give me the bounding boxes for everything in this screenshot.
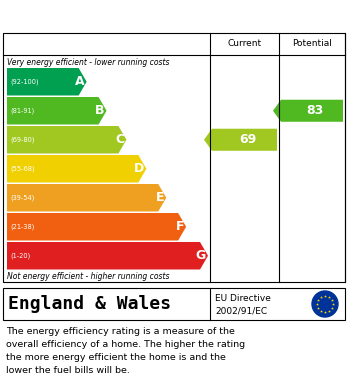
Text: Very energy efficient - lower running costs: Very energy efficient - lower running co… (7, 58, 169, 67)
Polygon shape (7, 213, 186, 240)
Polygon shape (7, 155, 147, 183)
Text: F: F (176, 220, 184, 233)
Polygon shape (7, 97, 106, 124)
Text: G: G (196, 249, 206, 262)
Text: (92-100): (92-100) (10, 79, 39, 85)
Polygon shape (204, 129, 277, 151)
Text: England & Wales: England & Wales (8, 295, 171, 313)
Text: Potential: Potential (292, 39, 332, 48)
Text: (39-54): (39-54) (10, 194, 34, 201)
Text: (21-38): (21-38) (10, 224, 34, 230)
Text: Current: Current (228, 39, 262, 48)
Circle shape (312, 291, 338, 317)
Polygon shape (273, 100, 343, 122)
Text: (81-91): (81-91) (10, 108, 34, 114)
Text: B: B (95, 104, 104, 117)
Bar (3, 288, 345, 320)
Text: 83: 83 (306, 104, 324, 117)
Text: D: D (134, 162, 144, 175)
Text: (1-20): (1-20) (10, 253, 30, 259)
Text: 69: 69 (239, 133, 256, 146)
Text: Energy Efficiency Rating: Energy Efficiency Rating (9, 8, 230, 23)
Text: (69-80): (69-80) (10, 136, 34, 143)
Text: A: A (75, 75, 85, 88)
Text: C: C (115, 133, 125, 146)
Polygon shape (7, 184, 166, 212)
Polygon shape (7, 126, 126, 154)
Text: E: E (156, 191, 164, 204)
Text: 2002/91/EC: 2002/91/EC (215, 306, 267, 315)
Polygon shape (7, 242, 208, 269)
Text: (55-68): (55-68) (10, 165, 34, 172)
Text: EU Directive: EU Directive (215, 294, 271, 303)
Text: The energy efficiency rating is a measure of the
overall efficiency of a home. T: The energy efficiency rating is a measur… (6, 327, 245, 375)
Polygon shape (7, 68, 87, 95)
Text: Not energy efficient - higher running costs: Not energy efficient - higher running co… (7, 272, 169, 281)
